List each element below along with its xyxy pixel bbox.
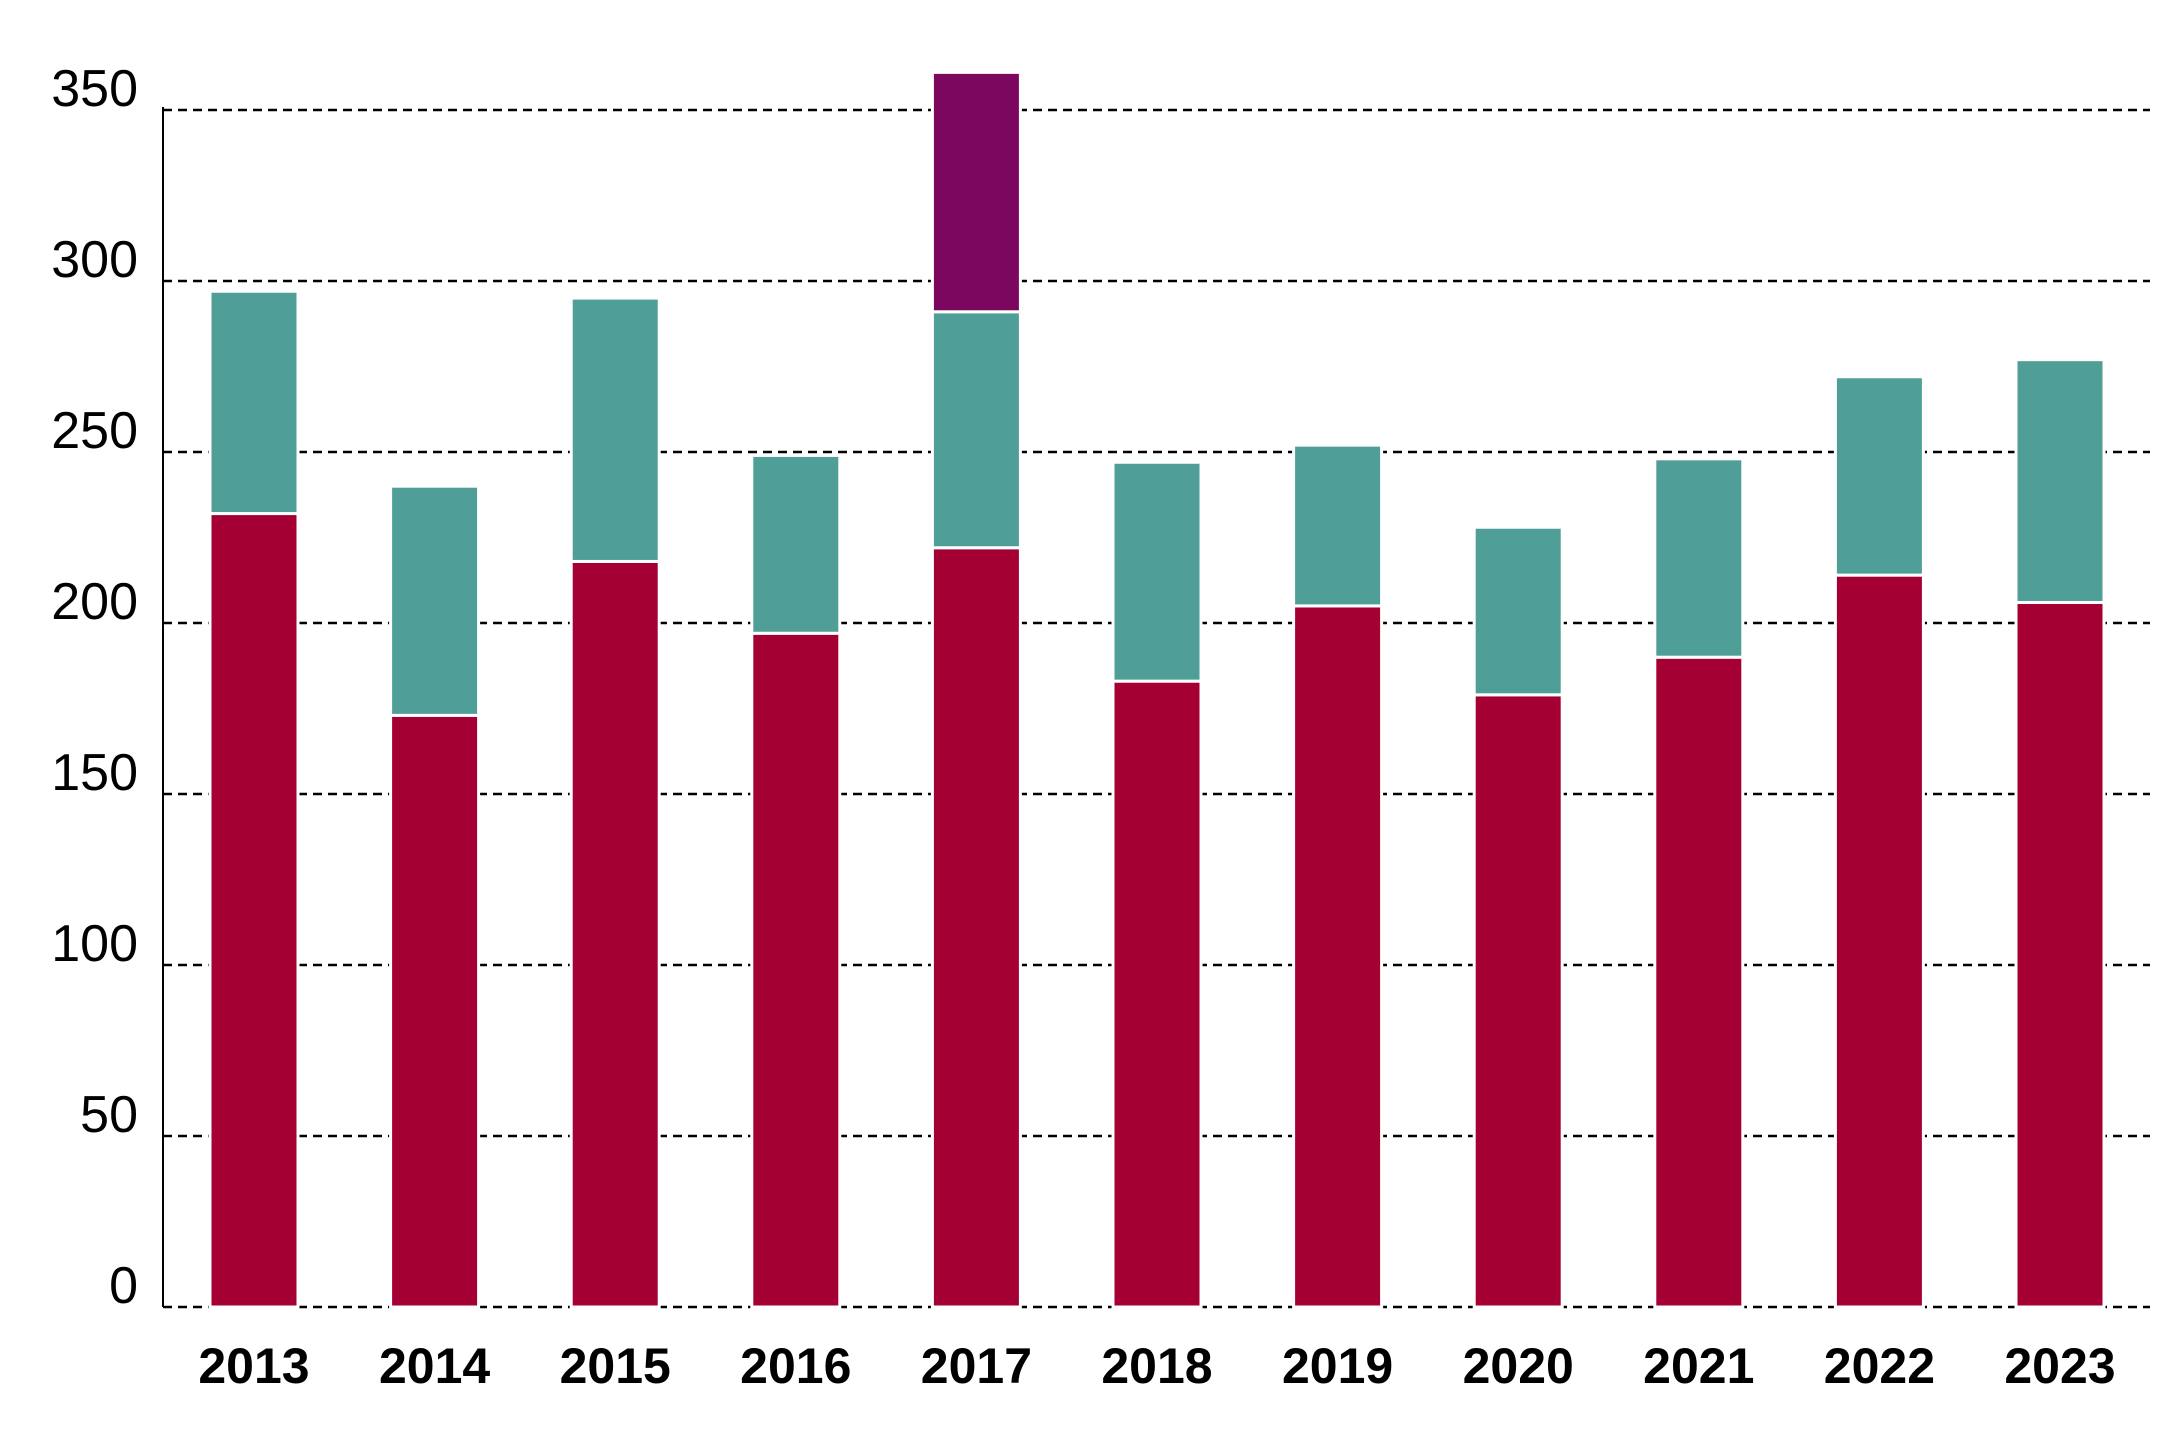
bar-2021-segment-1 xyxy=(1653,655,1745,1309)
bar-2013-segment-2 xyxy=(208,289,300,516)
bar-2015-segment-2 xyxy=(569,296,661,563)
y-tick-label: 200 xyxy=(51,573,138,631)
x-tick-label: 2016 xyxy=(740,1338,851,1394)
y-tick-label: 350 xyxy=(51,60,138,118)
bar-2023-segment-2 xyxy=(2014,358,2106,604)
y-tick-label: 250 xyxy=(51,402,138,460)
bar-2020-segment-2 xyxy=(1472,525,1564,697)
x-tick-label: 2013 xyxy=(198,1338,309,1394)
x-tick-label: 2022 xyxy=(1824,1338,1935,1394)
y-tick-label: 100 xyxy=(51,915,138,973)
bar-2017-segment-1 xyxy=(930,546,1022,1309)
bar-2016-segment-1 xyxy=(750,631,842,1309)
bar-2017-segment-3 xyxy=(930,70,1022,314)
y-tick-label: 300 xyxy=(51,231,138,289)
x-tick-label: 2015 xyxy=(560,1338,671,1394)
bar-2016-segment-2 xyxy=(750,453,842,635)
x-tick-label: 2021 xyxy=(1643,1338,1754,1394)
bar-2019-segment-1 xyxy=(1292,604,1384,1309)
bar-2019-segment-2 xyxy=(1292,443,1384,608)
bar-2014-segment-1 xyxy=(389,713,481,1309)
bar-2018-segment-2 xyxy=(1111,460,1203,683)
x-tick-label: 2018 xyxy=(1101,1338,1212,1394)
bar-2017-segment-2 xyxy=(930,310,1022,550)
x-tick-label: 2017 xyxy=(921,1338,1032,1394)
y-axis-ticks: 0 50 100 150 200 250 300 350 xyxy=(51,60,138,1315)
bar-2023-segment-1 xyxy=(2014,600,2106,1309)
x-axis-ticks: 2013 2014 2015 2016 2017 2018 2019 2020 2021 2022… xyxy=(198,1338,2115,1394)
bar-2020-segment-1 xyxy=(1472,693,1564,1309)
bar-2022-segment-2 xyxy=(1833,375,1925,577)
bar-2014-segment-2 xyxy=(389,484,481,717)
x-tick-label: 2023 xyxy=(2004,1338,2115,1394)
bar-2018-segment-1 xyxy=(1111,679,1203,1309)
bars xyxy=(208,70,2106,1309)
y-tick-label: 0 xyxy=(109,1257,138,1315)
x-tick-label: 2020 xyxy=(1463,1338,1574,1394)
x-tick-label: 2019 xyxy=(1282,1338,1393,1394)
bar-2013-segment-1 xyxy=(208,512,300,1309)
bar-2022-segment-1 xyxy=(1833,573,1925,1309)
bar-2021-segment-2 xyxy=(1653,457,1745,659)
x-tick-label: 2014 xyxy=(379,1338,490,1394)
y-tick-label: 50 xyxy=(80,1086,138,1144)
y-tick-label: 150 xyxy=(51,744,138,802)
bar-2015-segment-1 xyxy=(569,559,661,1309)
